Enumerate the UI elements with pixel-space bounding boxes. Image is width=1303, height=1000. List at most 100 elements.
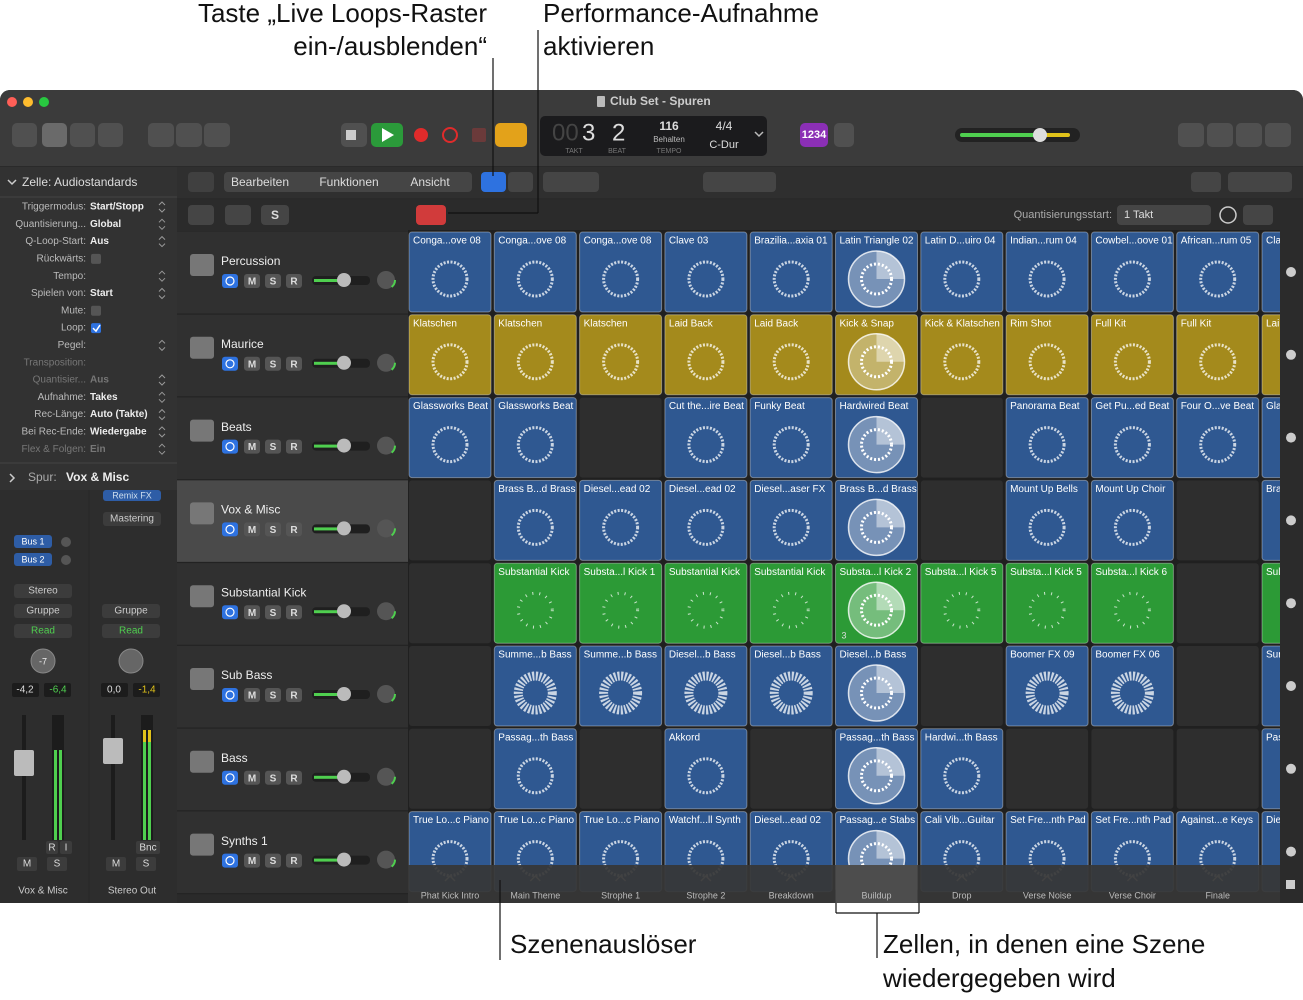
empty-cell[interactable] xyxy=(1091,728,1174,809)
cell[interactable] xyxy=(835,728,918,810)
track-button[interactable] xyxy=(265,274,281,288)
scene-name[interactable]: Buildup xyxy=(861,890,891,900)
cell[interactable] xyxy=(579,645,663,727)
cell[interactable] xyxy=(1176,397,1260,479)
toolbar-button[interactable] xyxy=(1191,172,1221,192)
track-header[interactable] xyxy=(177,646,408,728)
cell[interactable] xyxy=(1005,231,1089,313)
track-stop-icon[interactable] xyxy=(1286,267,1296,277)
volume-knob[interactable] xyxy=(337,355,351,370)
cell[interactable] xyxy=(920,562,1004,644)
empty-cell[interactable] xyxy=(1006,728,1089,809)
duplicate-track-button[interactable] xyxy=(225,205,251,225)
track-button[interactable] xyxy=(244,688,260,702)
cell[interactable] xyxy=(749,397,833,479)
strip-button[interactable] xyxy=(136,857,156,871)
track-stop-icon[interactable] xyxy=(1286,349,1296,360)
empty-cell[interactable] xyxy=(579,397,662,478)
scene-name[interactable]: Strophe 2 xyxy=(686,890,725,900)
inspector-value[interactable]: Ein xyxy=(90,444,106,455)
cell[interactable] xyxy=(1090,645,1174,727)
cell[interactable] xyxy=(1261,314,1303,396)
tracks-toggle[interactable] xyxy=(508,172,533,192)
cell[interactable] xyxy=(1090,397,1174,479)
empty-cell[interactable] xyxy=(409,563,491,644)
strip-button[interactable] xyxy=(47,857,67,871)
send-knob[interactable] xyxy=(61,555,71,565)
track-on-button[interactable] xyxy=(222,853,238,868)
pan-knob[interactable] xyxy=(376,518,396,539)
track-button[interactable] xyxy=(244,274,260,288)
track-button[interactable] xyxy=(244,770,260,785)
cell[interactable] xyxy=(1261,562,1303,644)
pan-knob[interactable] xyxy=(376,435,396,456)
cell[interactable] xyxy=(493,397,577,479)
empty-cell[interactable] xyxy=(409,646,491,726)
pan-knob[interactable] xyxy=(376,766,396,787)
empty-cell[interactable] xyxy=(1176,563,1259,644)
track-header[interactable] xyxy=(177,314,408,397)
track-on-button[interactable] xyxy=(222,605,238,620)
track-button[interactable] xyxy=(286,439,302,454)
cell[interactable] xyxy=(920,728,1004,810)
cell[interactable] xyxy=(749,479,833,561)
volume-knob[interactable] xyxy=(337,273,351,287)
cell[interactable] xyxy=(835,645,918,727)
toolbar-button[interactable] xyxy=(148,123,174,147)
cell[interactable] xyxy=(835,562,918,644)
scene-name[interactable]: Breakdown xyxy=(769,890,814,900)
track-header[interactable] xyxy=(177,397,408,480)
cell[interactable] xyxy=(1090,479,1174,561)
send-slot[interactable] xyxy=(14,553,52,566)
fader-cap[interactable] xyxy=(103,738,123,764)
toolbar-button[interactable] xyxy=(1207,123,1233,147)
cell[interactable] xyxy=(1005,314,1089,396)
pan-knob[interactable] xyxy=(376,849,396,870)
cell[interactable] xyxy=(749,314,833,396)
empty-cell[interactable] xyxy=(409,480,491,561)
scene-name[interactable]: Strophe 1 xyxy=(601,890,640,900)
empty-cell[interactable] xyxy=(920,646,1003,726)
track-stop-icon[interactable] xyxy=(1286,432,1296,443)
track-on-button[interactable] xyxy=(222,770,238,785)
empty-cell[interactable] xyxy=(920,480,1003,561)
fader-cap[interactable] xyxy=(14,750,34,776)
cell[interactable] xyxy=(664,562,748,644)
empty-cell[interactable] xyxy=(409,728,491,809)
track-button[interactable] xyxy=(286,522,302,537)
cell[interactable] xyxy=(493,231,577,313)
live-loops-toggle[interactable] xyxy=(481,172,506,192)
scene-name[interactable]: Finale xyxy=(1205,890,1230,900)
checkbox[interactable] xyxy=(91,253,101,264)
toolbar-button[interactable] xyxy=(12,123,37,147)
track-stop-icon[interactable] xyxy=(1286,598,1296,609)
scene-name[interactable]: Main Theme xyxy=(510,890,560,900)
replace-button[interactable] xyxy=(442,127,458,143)
cell[interactable] xyxy=(579,562,663,644)
menu[interactable]: Funktionen xyxy=(319,175,378,189)
track-on-button[interactable] xyxy=(222,356,238,371)
send-slot[interactable] xyxy=(14,535,52,548)
cell[interactable] xyxy=(664,728,748,810)
cell[interactable] xyxy=(493,728,577,810)
strip-button[interactable] xyxy=(106,857,126,871)
solo-button[interactable] xyxy=(261,205,289,225)
group-slot[interactable] xyxy=(102,604,160,618)
track-button[interactable] xyxy=(265,439,281,454)
track-button[interactable] xyxy=(265,605,281,620)
cell[interactable] xyxy=(1005,397,1089,479)
track-on-button[interactable] xyxy=(222,688,238,702)
cell[interactable] xyxy=(749,562,833,644)
pan-knob[interactable] xyxy=(376,684,396,704)
count-in-button[interactable] xyxy=(800,123,828,147)
send-knob[interactable] xyxy=(61,537,71,547)
cell[interactable] xyxy=(1261,397,1303,479)
cell[interactable] xyxy=(1005,562,1089,644)
inspector-value[interactable]: Aus xyxy=(90,375,109,386)
autopunch-button[interactable] xyxy=(472,128,486,142)
inspector-value[interactable]: Start/Stopp xyxy=(90,202,144,213)
toolbar-button[interactable] xyxy=(204,123,230,147)
toolbar-button[interactable] xyxy=(1178,123,1204,147)
inspector-value[interactable]: Wiedergabe xyxy=(90,427,147,438)
inspector-value[interactable]: Global xyxy=(90,219,121,230)
